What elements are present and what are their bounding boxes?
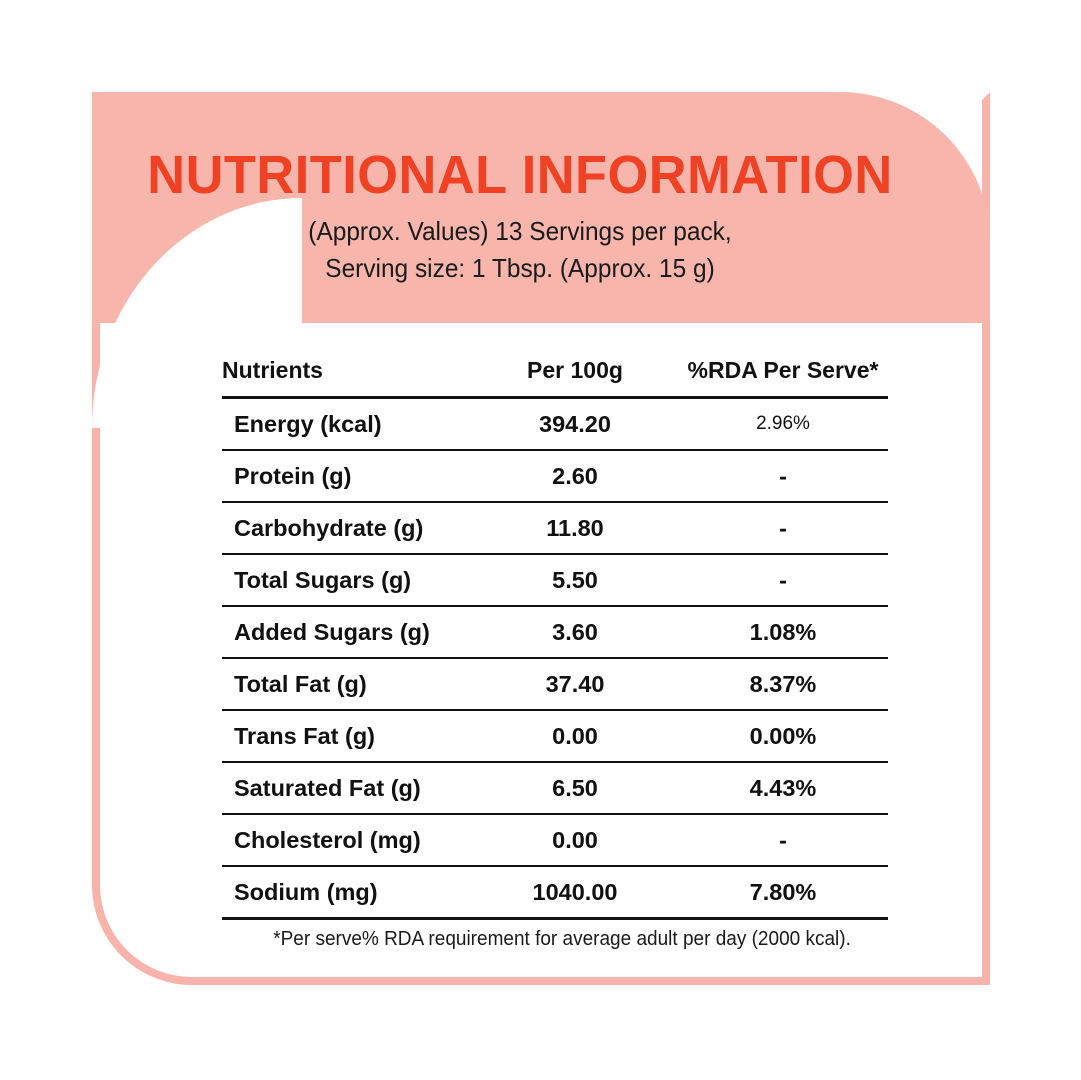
rda-value-cell: 4.43% (678, 762, 888, 815)
servings-per-pack-line: (Approx. Values) 13 Servings per pack, (308, 216, 732, 246)
nutrient-name-cell: Total Fat (g) (222, 658, 472, 711)
rda-value-cell: 8.37% (678, 658, 888, 711)
per-100g-value-cell: 5.50 (472, 554, 678, 607)
per-100g-value-cell: 3.60 (472, 606, 678, 659)
nutrition-facts-table: Nutrients Per 100g %RDA Per Serve* Energ… (222, 352, 888, 920)
nutrient-name-cell: Energy (kcal) (222, 397, 472, 451)
per-100g-value-cell: 0.00 (472, 710, 678, 763)
table-row: Total Sugars (g) 5.50- (222, 554, 888, 607)
rda-value-cell: - (678, 814, 888, 867)
per-100g-value-cell: 0.00 (472, 814, 678, 867)
table-row: Total Fat (g) 37.40 8.37% (222, 658, 888, 711)
rda-footnote: *Per serve% RDA requirement for average … (222, 928, 902, 951)
nutrient-name-cell: Sodium (mg) (222, 866, 472, 920)
column-header-rda-per-serve: %RDA Per Serve* (678, 352, 888, 399)
table-header: Nutrients Per 100g %RDA Per Serve* (222, 352, 888, 399)
table-row: Saturated Fat (g) 6.50 4.43% (222, 762, 888, 815)
nutrient-name-cell: Saturated Fat (g) (222, 762, 472, 815)
table-row: Energy (kcal) 394.20 2.96% (222, 397, 888, 451)
page-title: NUTRITIONAL INFORMATION (147, 145, 893, 205)
table-body: Energy (kcal) 394.20 2.96% Protein (g) 2.60-… (222, 397, 888, 920)
rda-value-cell: - (678, 502, 888, 555)
per-100g-value-cell: 2.60 (472, 450, 678, 503)
per-100g-value-cell: 11.80 (472, 502, 678, 555)
rda-footnote-text: *Per serve% RDA requirement for average … (273, 928, 851, 950)
rda-value-cell: - (678, 554, 888, 607)
per-100g-value-cell: 6.50 (472, 762, 678, 815)
per-100g-value-cell: 37.40 (472, 658, 678, 711)
serving-info-text: (Approx. Values) 13 Servings per pack, S… (0, 213, 1040, 287)
table-row: Trans Fat (g) 0.00 0.00% (222, 710, 888, 763)
nutrient-name-cell: Protein (g) (222, 450, 472, 503)
column-header-per-100g: Per 100g (472, 352, 678, 399)
nutrient-name-cell: Added Sugars (g) (222, 606, 472, 659)
serving-size-line: Serving size: 1 Tbsp. (Approx. 15 g) (325, 253, 715, 283)
per-100g-value-cell: 394.20 (472, 397, 678, 451)
rda-value-cell: 2.96% (678, 397, 888, 451)
rda-value-cell: 7.80% (678, 866, 888, 920)
rda-value-cell: 0.00% (678, 710, 888, 763)
column-header-nutrients: Nutrients (222, 352, 472, 399)
nutrient-name-cell: Total Sugars (g) (222, 554, 472, 607)
nutrient-name-cell: Carbohydrate (g) (222, 502, 472, 555)
table-row: Carbohydrate (g) 11.80- (222, 502, 888, 555)
table-header-row: Nutrients Per 100g %RDA Per Serve* (222, 352, 888, 399)
table-row: Cholesterol (mg) 0.00- (222, 814, 888, 867)
table-row: Added Sugars (g) 3.60 1.08% (222, 606, 888, 659)
nutrient-name-cell: Cholesterol (mg) (222, 814, 472, 867)
rda-value-cell: - (678, 450, 888, 503)
table-row: Protein (g) 2.60- (222, 450, 888, 503)
table-row: Sodium (mg) 1040.00 7.80% (222, 866, 888, 920)
nutrient-name-cell: Trans Fat (g) (222, 710, 472, 763)
per-100g-value-cell: 1040.00 (472, 866, 678, 920)
rda-value-cell: 1.08% (678, 606, 888, 659)
